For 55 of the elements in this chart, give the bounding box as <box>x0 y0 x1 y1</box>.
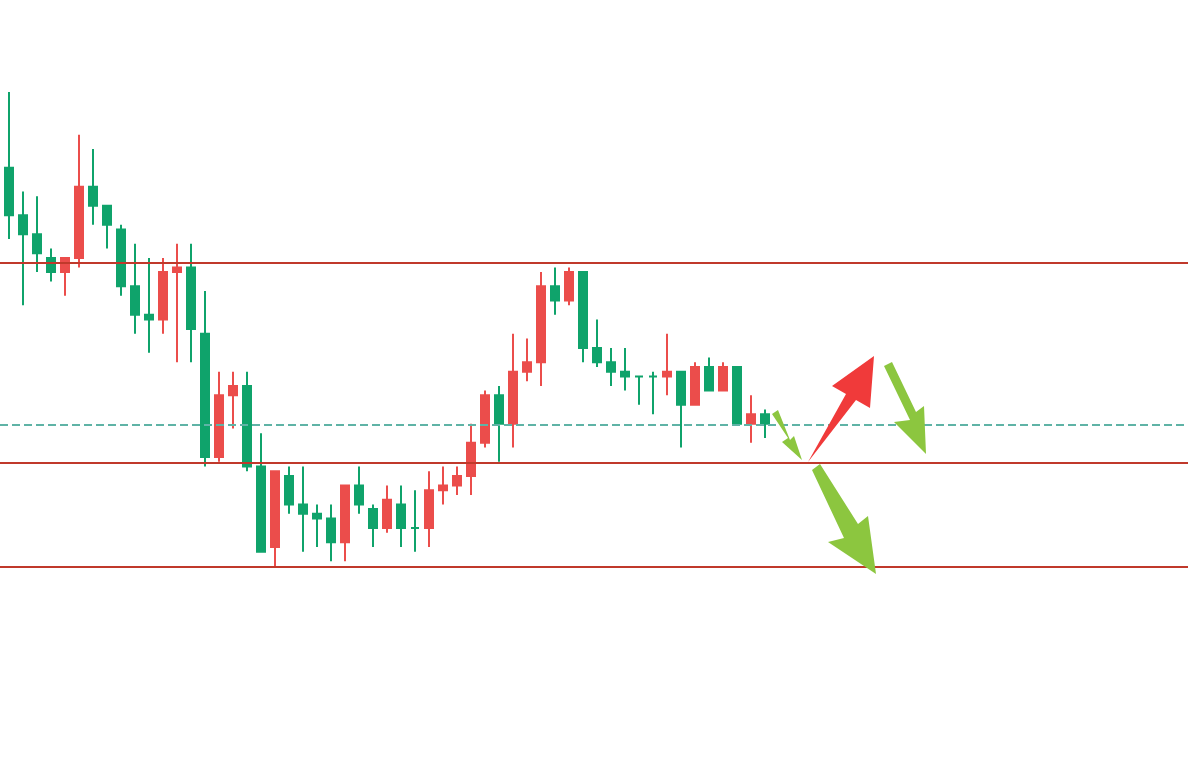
candlestick <box>648 370 658 416</box>
candlestick <box>326 503 336 563</box>
candlestick <box>564 266 574 307</box>
candlestick <box>396 484 406 549</box>
candlestick <box>452 465 462 496</box>
candlestick <box>578 271 588 364</box>
candlestick <box>676 370 686 449</box>
candlestick <box>74 133 84 269</box>
candlestick <box>494 384 504 463</box>
candlestick <box>382 484 392 534</box>
candlestick <box>522 337 532 383</box>
candlestick <box>200 290 210 468</box>
candlestick <box>116 223 126 297</box>
candlestick <box>550 266 560 316</box>
candlestick <box>46 247 56 283</box>
candlestick <box>634 375 644 406</box>
candlestick <box>102 204 112 250</box>
candlestick <box>298 465 308 553</box>
candlestick <box>256 432 266 553</box>
candlestick <box>242 370 252 473</box>
candlestick <box>284 465 294 515</box>
candlestick <box>186 242 196 364</box>
candlestick <box>424 470 434 549</box>
candlestick <box>130 242 140 335</box>
candlestick <box>60 256 70 297</box>
candlestick <box>592 318 602 368</box>
candlestick <box>214 370 224 463</box>
candlestick <box>88 147 98 226</box>
candlestick <box>606 346 616 387</box>
candlestick <box>760 408 770 440</box>
candlestick <box>172 242 182 364</box>
candlestick <box>480 389 490 449</box>
candlestick <box>18 190 28 307</box>
candlestick <box>508 332 518 449</box>
candlestick <box>690 361 700 406</box>
candlestick <box>340 484 350 563</box>
candlestick <box>746 394 756 444</box>
candlestick <box>438 465 448 506</box>
candlestick <box>662 332 672 397</box>
candlestick <box>718 361 728 392</box>
candlestick <box>4 91 14 240</box>
candlestick <box>228 370 238 430</box>
candlestick <box>536 271 546 387</box>
candlestick <box>466 422 476 496</box>
candlestick <box>704 356 714 392</box>
candlestick <box>32 195 42 274</box>
candlestick <box>732 365 742 425</box>
candlestick <box>270 470 280 567</box>
candlestick <box>144 256 154 354</box>
candlestick <box>312 503 322 549</box>
candlestick <box>158 256 168 335</box>
candlestick <box>354 465 364 515</box>
candlestick <box>368 503 378 549</box>
candlestick <box>620 346 630 392</box>
candlestick <box>410 489 420 553</box>
